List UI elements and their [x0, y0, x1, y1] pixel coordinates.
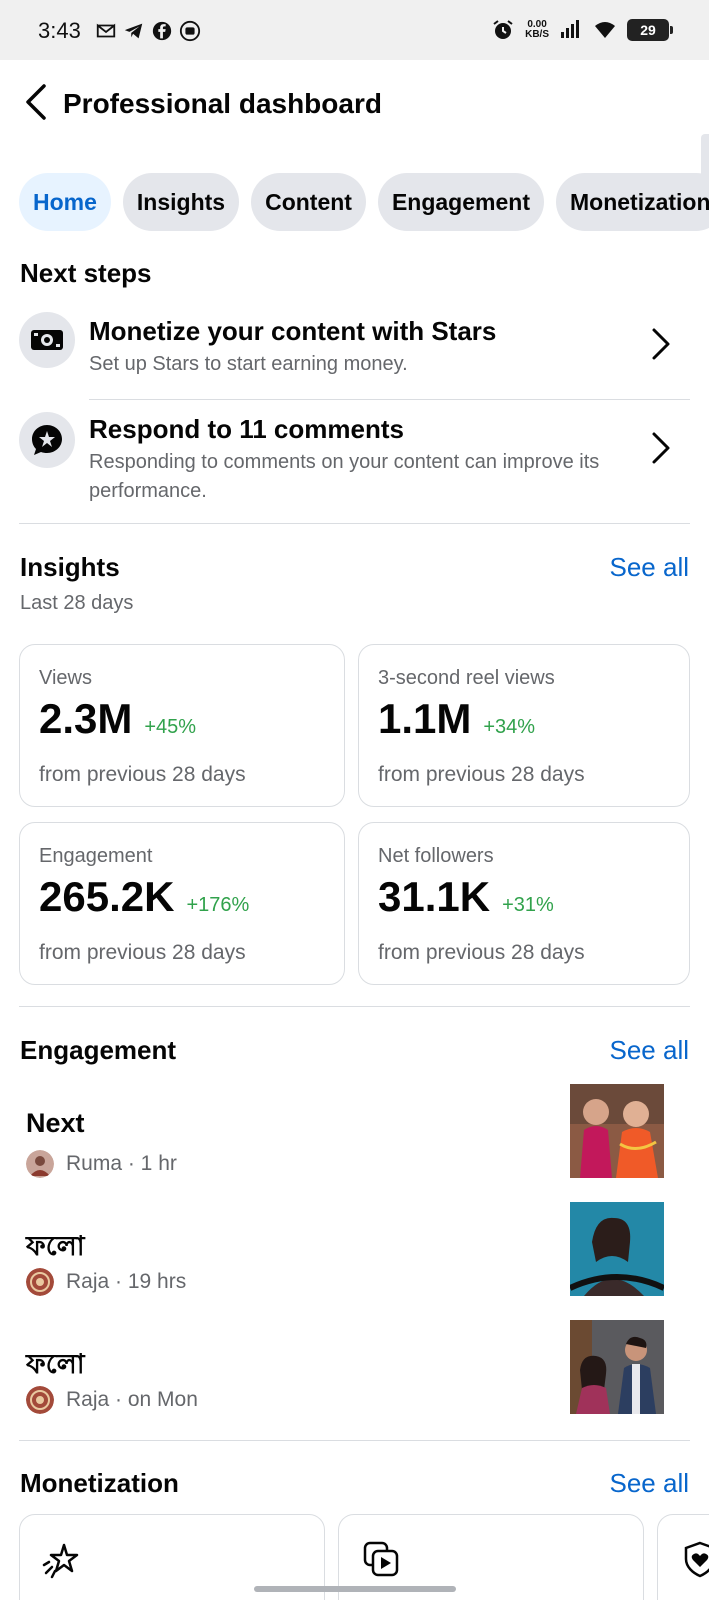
insight-card-views[interactable]: Views 2.3M +45% from previous 28 days [19, 644, 345, 807]
chevron-right-icon [647, 428, 675, 468]
monetization-see-all-link[interactable]: See all [609, 1468, 690, 1498]
heart-shield-icon [684, 1541, 709, 1578]
card-label: 3-second reel views [378, 667, 555, 689]
next-steps-title: Next steps [20, 258, 152, 288]
tab-insights[interactable]: Insights [122, 173, 240, 231]
back-arrow-icon [26, 84, 46, 120]
post-title: ফলো [26, 1231, 85, 1261]
engagement-item[interactable]: ফলো Raja · on Mon [0, 1320, 709, 1440]
engagement-item[interactable]: Next Ruma · 1 hr [0, 1084, 709, 1204]
step-title: Respond to 11 comments [89, 414, 404, 444]
avatar [26, 1386, 54, 1414]
signal-icon [561, 20, 579, 38]
post-title: Next [26, 1108, 85, 1138]
next-step-respond[interactable]: Respond to 11 comments Responding to com… [0, 404, 709, 514]
step-divider [89, 399, 690, 400]
card-label: Engagement [39, 845, 153, 867]
card-change: +34% [483, 716, 536, 738]
status-time: 3:43 [38, 18, 81, 43]
card-value: 265.2K [39, 873, 175, 920]
step-description: Responding to comments on your content c… [89, 451, 600, 502]
post-thumbnail[interactable] [570, 1320, 664, 1414]
card-value: 2.3M [39, 695, 133, 742]
post-thumbnail[interactable] [570, 1202, 664, 1296]
battery-indicator: 29 [627, 19, 673, 41]
monetization-card-stars[interactable] [19, 1514, 325, 1600]
tab-content[interactable]: Content [251, 173, 366, 231]
card-label: Net followers [378, 845, 494, 867]
monetization-card-subscriptions[interactable] [657, 1514, 709, 1600]
engagement-title: Engagement [20, 1035, 177, 1065]
avatar [26, 1268, 54, 1296]
comment-star-icon [19, 412, 75, 468]
step-title: Monetize your content with Stars [89, 316, 497, 346]
net-speed-value: 0.00 [527, 19, 547, 30]
card-change: +176% [186, 894, 250, 916]
card-value: 1.1M [378, 695, 472, 742]
card-footnote: from previous 28 days [378, 763, 585, 786]
tab-bar: Home Insights Content Engagement Monetiz… [19, 173, 709, 231]
section-divider [19, 1006, 690, 1007]
card-footnote: from previous 28 days [378, 941, 585, 964]
net-speed-unit: KB/S [525, 29, 549, 40]
post-meta: Raja · 19 hrs [66, 1270, 187, 1293]
card-footnote: from previous 28 days [39, 941, 246, 964]
card-change: +31% [502, 894, 554, 916]
post-meta: Ruma · 1 hr [66, 1152, 177, 1175]
notification-icons [95, 20, 201, 42]
page-title: Professional dashboard [63, 88, 382, 119]
app-header: Professional dashboard [0, 60, 709, 150]
insights-see-all-link[interactable]: See all [609, 552, 690, 582]
alarm-icon [493, 20, 513, 39]
post-meta: Raja · on Mon [66, 1388, 198, 1411]
monetization-title: Monetization [20, 1468, 179, 1498]
engagement-see-all-link[interactable]: See all [609, 1035, 690, 1065]
gmail-icon [96, 23, 116, 38]
tab-monetization[interactable]: Monetization [555, 173, 709, 231]
insight-card-reel-views[interactable]: 3-second reel views 1.1M +34% from previ… [358, 644, 690, 807]
avatar [26, 1150, 54, 1178]
card-footnote: from previous 28 days [39, 763, 246, 786]
reels-play-icon [363, 1541, 399, 1577]
telegram-icon [124, 23, 143, 39]
engagement-item[interactable]: ফলো Raja · 19 hrs [0, 1202, 709, 1322]
post-title: ফলো [26, 1349, 85, 1379]
messenger-icon [179, 20, 201, 42]
section-divider [19, 1440, 690, 1441]
post-thumbnail[interactable] [570, 1084, 664, 1178]
wifi-icon [595, 22, 615, 38]
insight-card-engagement[interactable]: Engagement 265.2K +176% from previous 28… [19, 822, 345, 985]
stars-icon [42, 1543, 79, 1579]
insights-title: Insights [20, 552, 120, 582]
home-indicator[interactable] [254, 1586, 456, 1592]
system-status-icons: 0.00 KB/S 29 [491, 18, 673, 42]
monetization-card-reels[interactable] [338, 1514, 644, 1600]
net-speed: 0.00 KB/S [525, 20, 549, 40]
insight-card-net-followers[interactable]: Net followers 31.1K +31% from previous 2… [358, 822, 690, 985]
section-divider [19, 523, 690, 524]
card-change: +45% [144, 716, 197, 738]
money-camera-icon [19, 312, 75, 368]
tab-home[interactable]: Home [19, 173, 111, 231]
facebook-icon [152, 21, 172, 41]
next-step-monetize[interactable]: Monetize your content with Stars Set up … [0, 312, 709, 398]
scroll-indicator [701, 134, 709, 190]
card-value: 31.1K [378, 873, 491, 920]
insights-period: Last 28 days [20, 592, 134, 614]
back-button[interactable] [16, 82, 56, 122]
step-description: Set up Stars to start earning money. [89, 353, 408, 375]
chevron-right-icon [647, 324, 675, 364]
tab-engagement[interactable]: Engagement [377, 173, 544, 231]
card-label: Views [39, 667, 92, 689]
status-bar: 3:43 0.00 KB/S 29 [0, 0, 709, 60]
